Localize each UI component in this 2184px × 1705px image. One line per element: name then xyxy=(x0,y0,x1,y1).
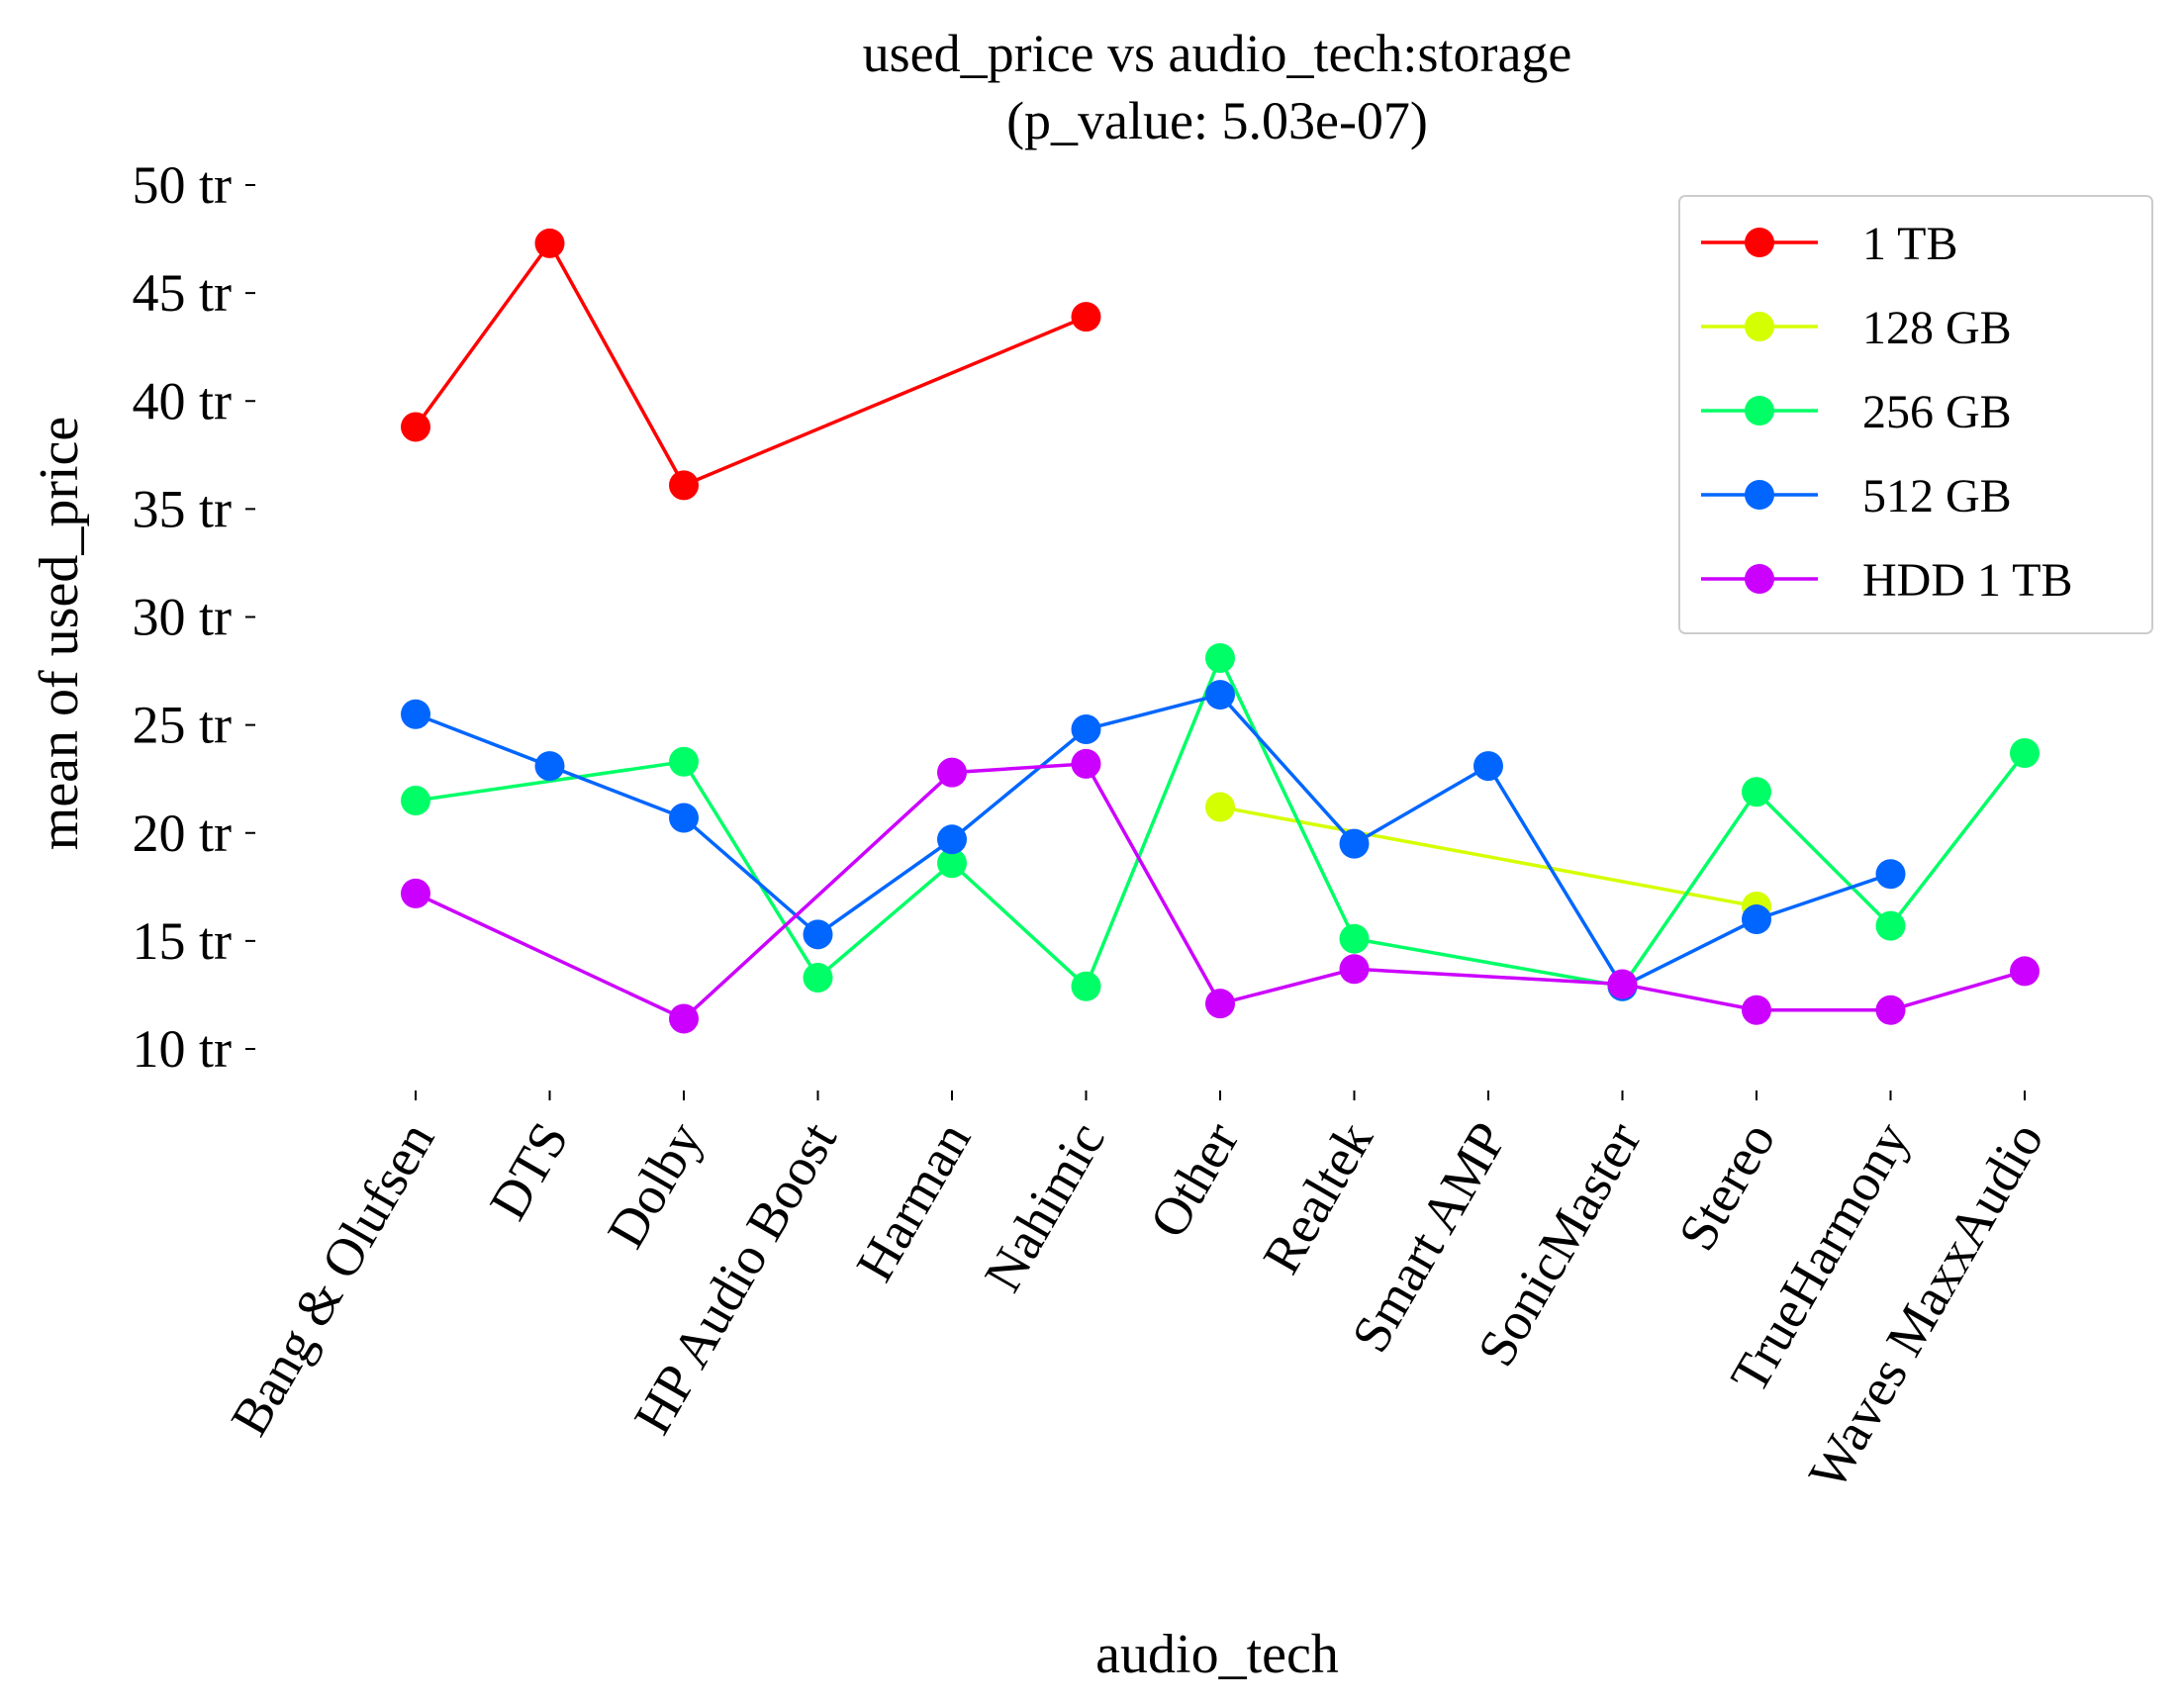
series-group xyxy=(1205,792,1771,921)
x-tick-label: Realtek xyxy=(1251,1112,1383,1283)
legend-label: 1 TB xyxy=(1862,218,1957,270)
data-point xyxy=(803,919,833,950)
data-point xyxy=(669,1003,699,1034)
data-point xyxy=(534,751,565,782)
x-tick-label: Nahimic xyxy=(973,1112,1116,1301)
data-point xyxy=(1071,713,1101,744)
legend-item: HDD 1 TB xyxy=(1701,554,2072,607)
data-point xyxy=(1742,777,1771,807)
x-tick-label: Stereo xyxy=(1666,1112,1786,1260)
y-tick-label: 30 tr xyxy=(133,588,233,647)
chart-title: used_price vs audio_tech:storage xyxy=(863,24,1572,83)
y-tick-label: 15 tr xyxy=(133,911,233,971)
data-point xyxy=(669,803,699,833)
legend-item: 256 GB xyxy=(1701,386,2012,438)
x-tick-label: Dolby xyxy=(596,1112,713,1258)
series-group xyxy=(401,642,2040,1001)
y-tick-label: 20 tr xyxy=(133,804,233,863)
legend-label: HDD 1 TB xyxy=(1862,554,2072,607)
y-tick-label: 25 tr xyxy=(133,696,233,755)
data-point xyxy=(1339,923,1370,954)
data-point xyxy=(937,824,967,855)
legend-item: 1 TB xyxy=(1701,218,1957,270)
data-point xyxy=(534,228,565,258)
series-group xyxy=(401,680,1906,1001)
x-tick-label: Bang & Olufsen xyxy=(219,1112,445,1446)
data-point xyxy=(2010,956,2040,987)
data-point xyxy=(1071,302,1101,332)
data-point xyxy=(937,757,967,788)
data-point xyxy=(1071,971,1101,1001)
data-point xyxy=(1473,751,1503,782)
data-point xyxy=(1205,680,1235,710)
legend-item: 512 GB xyxy=(1701,470,2012,522)
data-point xyxy=(401,786,430,816)
data-point xyxy=(1339,828,1370,859)
legend-marker xyxy=(1745,396,1774,426)
data-point xyxy=(1875,859,1906,890)
legend-frame xyxy=(1678,195,2153,634)
legend-label: 512 GB xyxy=(1862,470,2012,522)
data-point xyxy=(1205,792,1235,822)
series-line xyxy=(414,239,1088,488)
data-point xyxy=(1205,989,1235,1019)
data-point xyxy=(1742,995,1771,1025)
series-group xyxy=(401,228,1101,501)
data-point xyxy=(1875,910,1906,941)
legend: 1 TB 128 GB 256 GB 512 GB HDD 1 TB xyxy=(1678,195,2153,634)
data-point xyxy=(803,962,833,993)
data-point xyxy=(401,878,430,908)
data-point xyxy=(1875,995,1906,1025)
y-tick-label: 45 tr xyxy=(133,263,233,323)
data-point xyxy=(1205,642,1235,673)
data-point xyxy=(669,746,699,777)
data-point xyxy=(1742,904,1771,935)
legend-marker xyxy=(1745,564,1774,594)
legend-item: 128 GB xyxy=(1701,302,2012,354)
series-group xyxy=(401,748,2040,1034)
y-axis-label: mean of used_price xyxy=(29,417,90,850)
y-tick-label: 40 tr xyxy=(133,371,233,430)
chart-subtitle: (p_value: 5.03e-07) xyxy=(1006,91,1428,150)
series-line xyxy=(415,762,2026,1021)
data-point xyxy=(401,412,430,442)
series-line xyxy=(1219,805,1757,908)
data-point xyxy=(937,848,967,879)
legend-label: 256 GB xyxy=(1862,386,2012,438)
data-point xyxy=(669,470,699,501)
x-axis-label: audio_tech xyxy=(1095,1624,1339,1685)
y-tick-label: 35 tr xyxy=(133,479,233,538)
x-tick-label: Other xyxy=(1138,1112,1250,1247)
data-point xyxy=(2010,737,2040,768)
data-point xyxy=(401,699,430,729)
y-tick-label: 10 tr xyxy=(133,1019,233,1079)
legend-marker xyxy=(1745,228,1774,257)
y-axis: 10 tr 15 tr 20 tr 25 tr 30 tr 35 tr 40 tr 45 tr… xyxy=(133,155,255,1079)
y-tick-label: 50 tr xyxy=(133,155,233,215)
data-point xyxy=(1607,969,1638,999)
legend-label: 128 GB xyxy=(1862,302,2012,354)
data-point xyxy=(1339,954,1370,985)
x-tick-label: DTS xyxy=(478,1112,580,1229)
legend-marker xyxy=(1745,312,1774,341)
x-tick-label: Harman xyxy=(844,1112,982,1291)
series-line xyxy=(415,693,1892,989)
series-layer xyxy=(401,228,2040,1034)
data-point xyxy=(1071,748,1101,779)
legend-marker xyxy=(1745,480,1774,510)
